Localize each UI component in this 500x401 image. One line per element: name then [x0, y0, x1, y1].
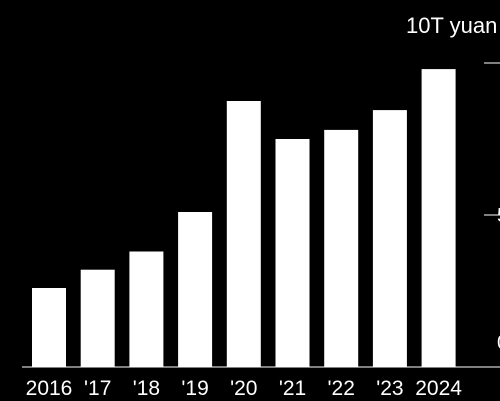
x-tick-label: '18: [133, 377, 160, 400]
x-tick-label: '17: [84, 377, 111, 400]
bar-2024: [421, 69, 456, 367]
bars-group: [32, 69, 456, 367]
unit-label: 10T yuan: [406, 13, 497, 38]
bar-21: [275, 139, 310, 367]
x-tick-labels: 2016 '17 '18 '19 '20 '21 '22 '23 2024: [26, 377, 463, 400]
bar-19: [178, 212, 213, 367]
bar-17: [80, 269, 115, 367]
x-tick-label: '20: [230, 377, 257, 400]
bar-22: [324, 129, 359, 367]
x-tick-label: '23: [376, 377, 403, 400]
x-tick-label: 2024: [415, 377, 462, 400]
bar-2016: [32, 288, 66, 367]
x-tick-label: '22: [328, 377, 355, 400]
x-tick-label: '21: [279, 377, 306, 400]
x-tick-label: 2016: [26, 377, 73, 400]
bar-23: [372, 110, 407, 367]
ticks-group: 05: [484, 62, 500, 354]
bar-18: [129, 251, 164, 367]
x-tick-label: '19: [181, 377, 208, 400]
y-tick-label: 0: [497, 332, 500, 354]
y-tick-label: 5: [497, 205, 500, 227]
bar-20: [226, 101, 261, 367]
